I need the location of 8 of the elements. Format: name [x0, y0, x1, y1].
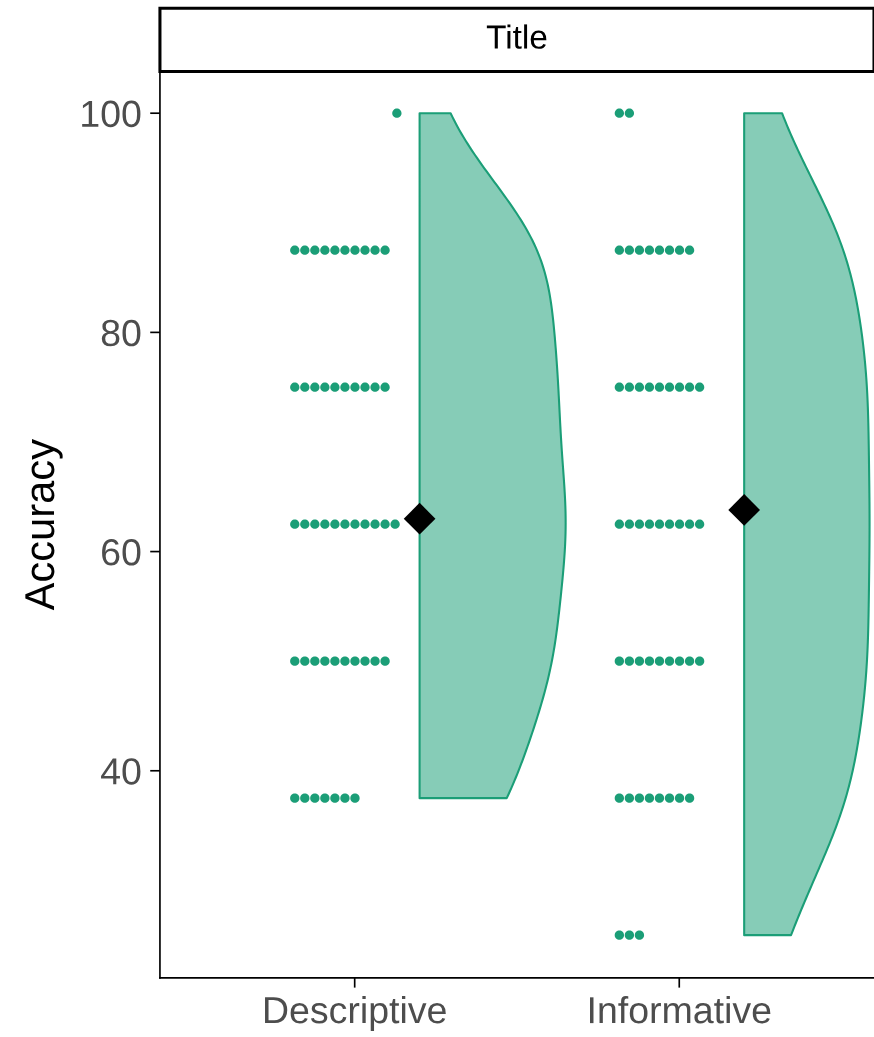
y-tick-label: 100 — [82, 100, 141, 128]
chart-title: Title — [486, 24, 547, 49]
x-tick-label: Descriptive — [265, 995, 446, 1031]
y-axis-title: Accuracy — [25, 439, 63, 611]
y-tick-label: 80 — [101, 319, 141, 347]
y-tick-label: 60 — [102, 538, 141, 566]
y-tick-label: 40 — [101, 758, 141, 785]
x-tick-label: Informative — [589, 995, 771, 1024]
